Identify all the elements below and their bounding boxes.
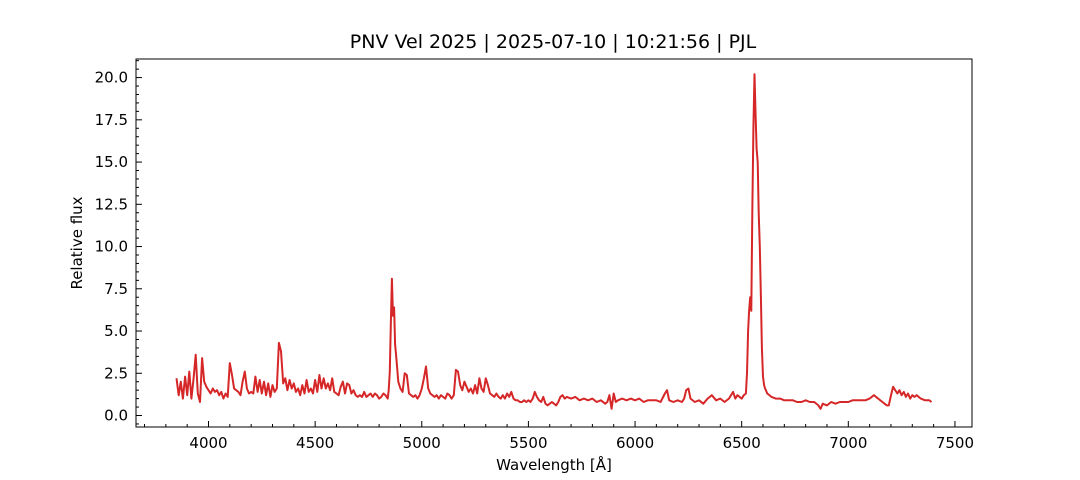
chart-title: PNV Vel 2025 | 2025-07-10 | 10:21:56 | P…: [350, 31, 757, 53]
x-tick-label: 5500: [509, 434, 547, 452]
y-tick-label: 10.0: [95, 238, 128, 256]
y-axis-label: Relative flux: [68, 196, 86, 289]
y-tick-label: 20.0: [95, 69, 128, 87]
y-tick-label: 5.0: [104, 322, 128, 340]
spectrum-series-line: [175, 73, 933, 410]
x-tick-label: 4000: [189, 434, 227, 452]
y-tick-label: 2.5: [104, 364, 128, 382]
y-tick-label: 12.5: [95, 195, 128, 213]
x-tick-label: 4500: [296, 434, 334, 452]
y-tick-label: 17.5: [95, 111, 128, 129]
axis-ticks: 4000 4500 5000 5500 6000 6500 7000 7500 0.0 2.5 5.…: [95, 60, 974, 452]
x-axis-label: Wavelength [Å]: [496, 455, 612, 474]
y-tick-label: 15.0: [95, 153, 128, 171]
x-tick-label: 6500: [723, 434, 761, 452]
x-tick-label: 7000: [829, 434, 867, 452]
x-tick-label: 7500: [936, 434, 974, 452]
plot-area: [175, 73, 933, 410]
x-tick-label: 6000: [616, 434, 654, 452]
y-tick-label: 7.5: [104, 280, 128, 298]
plot-frame: [135, 58, 973, 428]
x-tick-label: 5000: [403, 434, 441, 452]
y-tick-label: 0.0: [104, 407, 128, 425]
